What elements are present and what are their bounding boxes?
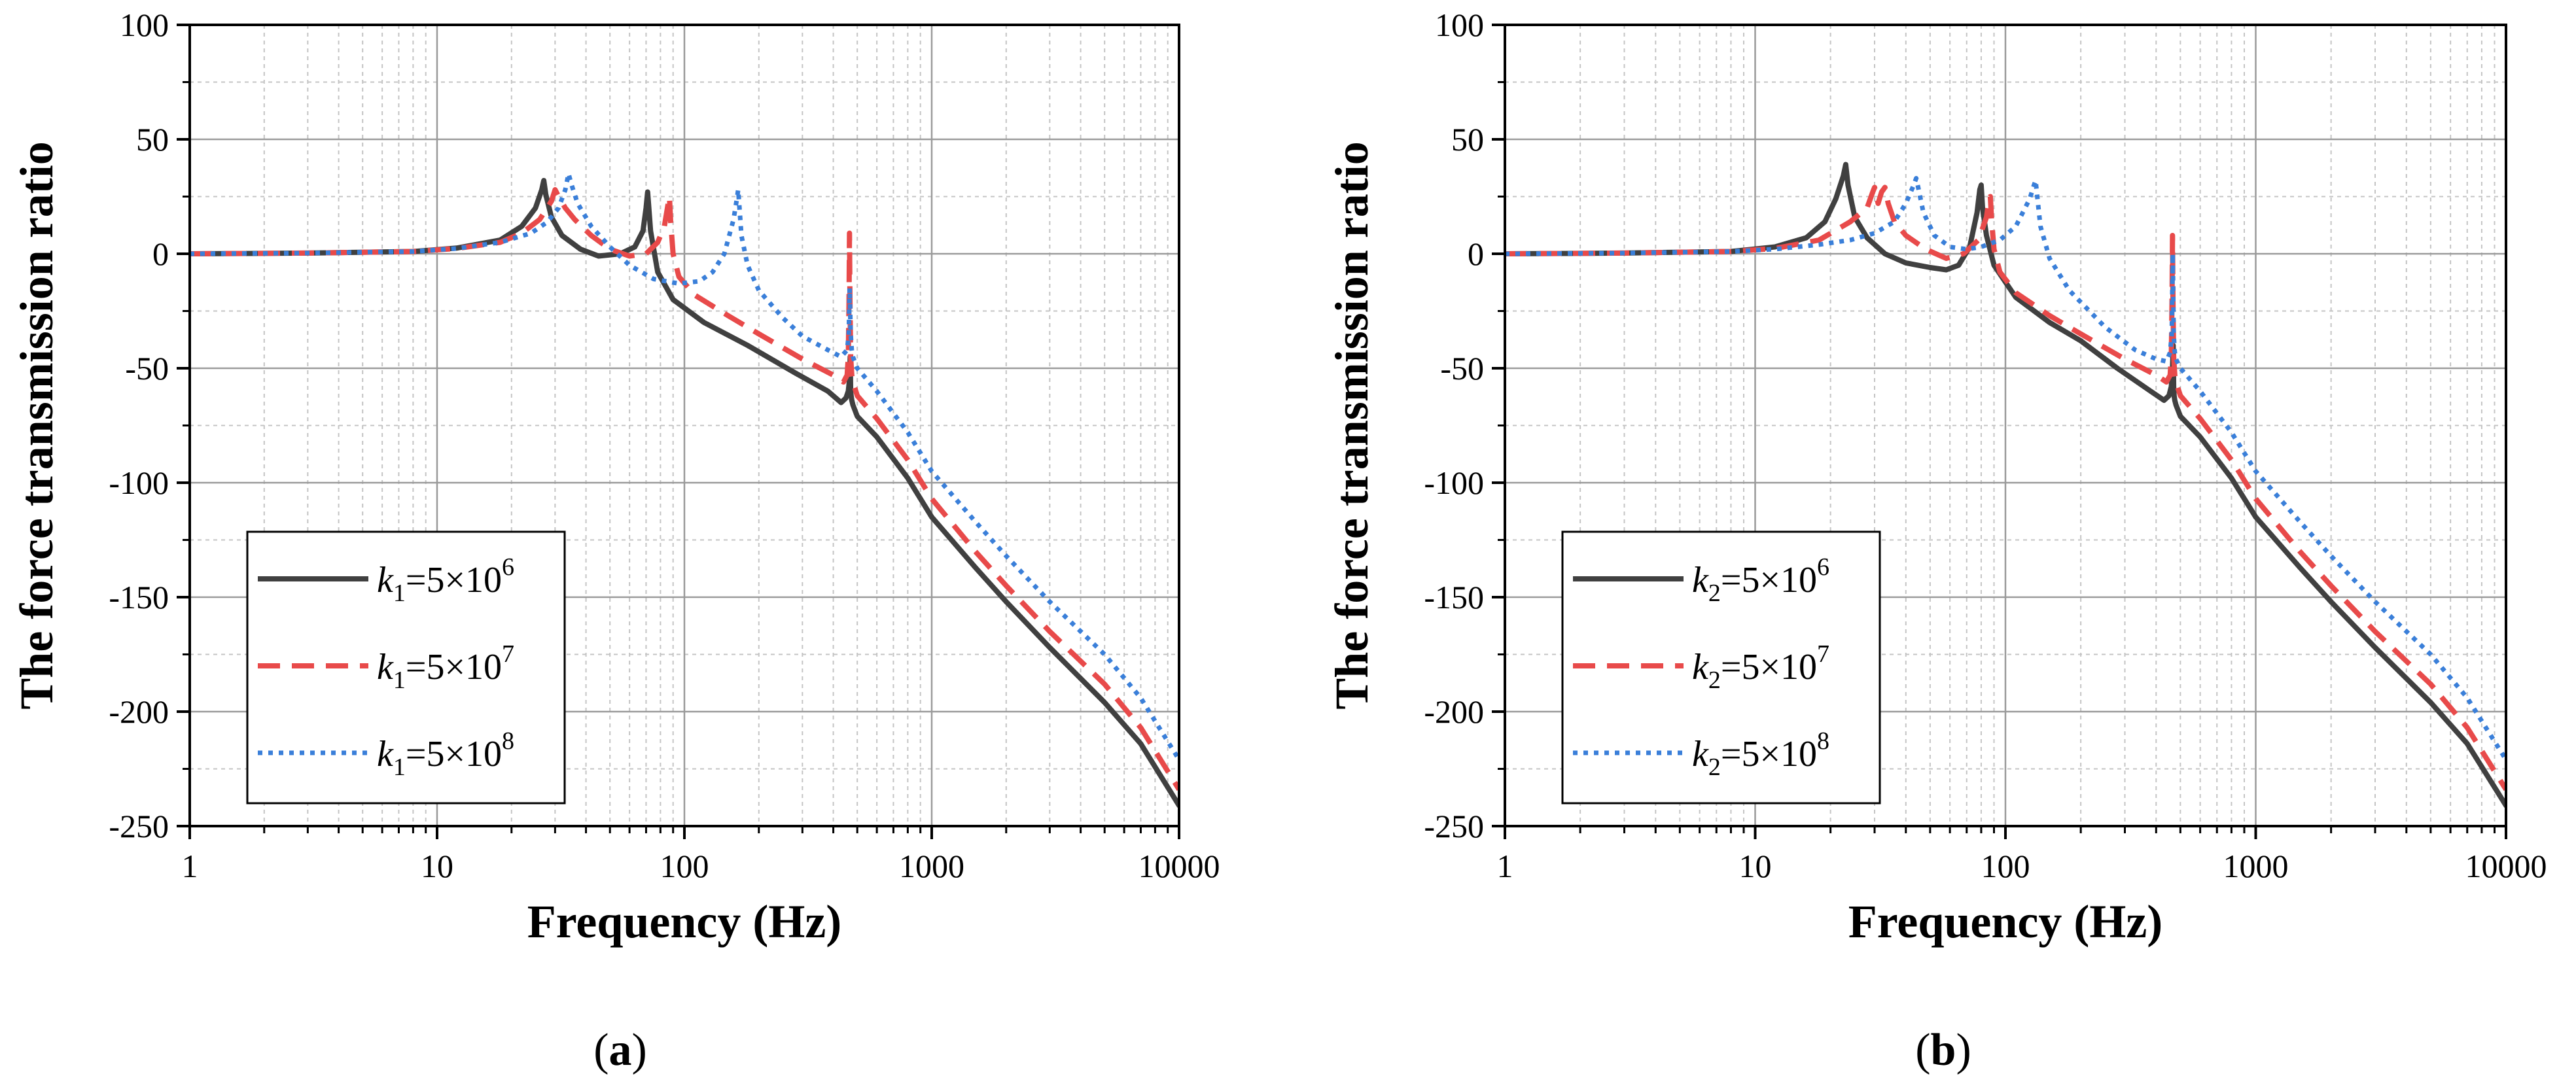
y-tick-label: -50 [1440, 350, 1484, 387]
x-tick-label: 1 [1497, 848, 1513, 884]
ticks [177, 24, 1180, 839]
x-tick-label: 100 [660, 848, 709, 884]
y-tick-label: 100 [120, 7, 169, 43]
y-tick-label: 0 [1468, 235, 1484, 272]
ticks [1492, 24, 2507, 839]
legend: k2=5×106 k2=5×107 k2=5×108 [1561, 530, 1881, 805]
x-tick-label: 1 [182, 848, 198, 884]
legend: k1=5×106 k1=5×107 k1=5×108 [246, 530, 566, 805]
series-line-3 [190, 171, 1179, 761]
y-tick-label: -100 [109, 464, 169, 501]
series-group [1505, 162, 2506, 808]
x-axis-title: Frequency (Hz) [527, 895, 842, 948]
legend-label-1: k1=5×106 [377, 553, 514, 607]
x-tick-label: 10000 [2465, 848, 2547, 884]
y-tick-label: -200 [109, 693, 169, 730]
y-tick-label: -150 [109, 579, 169, 615]
y-tick-label: 50 [136, 121, 169, 158]
series-line-1 [190, 178, 1179, 808]
x-tick-label: 100 [1981, 848, 2030, 884]
legend-label-3: k1=5×108 [377, 727, 514, 781]
x-tick-label: 1000 [2223, 848, 2289, 884]
series-group [190, 171, 1179, 808]
x-tick-label: 1000 [899, 848, 964, 884]
x-axis-title: Frequency (Hz) [1848, 895, 2163, 948]
series-line-2 [1505, 184, 2506, 791]
y-tick-label: 50 [1451, 121, 1484, 158]
legend-label-2: k2=5×107 [1692, 640, 1829, 694]
x-tick-label: 10 [421, 848, 453, 884]
y-axis-title: The force transmission ratio [1326, 141, 1378, 710]
y-tick-label: -100 [1424, 464, 1484, 501]
y-axis-title: The force transmission ratio [10, 141, 63, 710]
panel-b: 1 10 100 1000 10000 100 50 0 -50 -100 -150 -200 -250… [1326, 7, 2547, 1075]
y-tick-label: -250 [1424, 808, 1484, 844]
legend-label-2: k1=5×107 [377, 640, 514, 694]
legend-label-3: k2=5×108 [1692, 727, 1829, 781]
x-tick-label: 10000 [1138, 848, 1220, 884]
panel-caption: (a) [593, 1025, 647, 1075]
x-tick-label: 10 [1739, 848, 1772, 884]
y-tick-label: -200 [1424, 693, 1484, 730]
y-tick-label: -250 [109, 808, 169, 844]
y-tick-label: -150 [1424, 579, 1484, 615]
series-line-3 [1505, 176, 2506, 761]
y-tick-label: -50 [125, 350, 169, 387]
y-tick-label: 0 [152, 235, 169, 272]
series-line-2 [190, 187, 1179, 791]
panel-caption: (b) [1915, 1025, 1971, 1075]
panel-a: 1 10 100 1000 10000 100 50 0 -50 -100 -150 -200 -250… [10, 7, 1220, 1075]
legend-label-1: k2=5×106 [1692, 553, 1829, 607]
y-tick-label: 100 [1435, 7, 1484, 43]
